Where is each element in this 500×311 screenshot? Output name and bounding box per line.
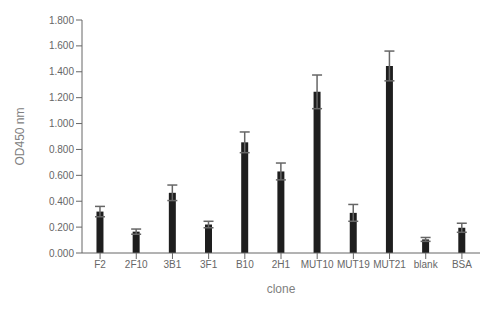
svg-text:3B1: 3B1	[164, 259, 182, 270]
svg-text:1.600: 1.600	[49, 40, 74, 51]
svg-text:clone: clone	[267, 282, 296, 296]
svg-text:OD450 nm: OD450 nm	[13, 107, 27, 165]
svg-text:0.000: 0.000	[49, 248, 74, 259]
svg-text:MUT21: MUT21	[373, 259, 406, 270]
svg-text:1.200: 1.200	[49, 92, 74, 103]
svg-text:2F10: 2F10	[125, 259, 148, 270]
svg-text:1.000: 1.000	[49, 118, 74, 129]
svg-text:MUT19: MUT19	[337, 259, 370, 270]
svg-text:F2: F2	[94, 259, 106, 270]
svg-text:2H1: 2H1	[272, 259, 291, 270]
svg-text:blank: blank	[414, 259, 439, 270]
svg-text:1.800: 1.800	[49, 15, 74, 26]
svg-text:MUT10: MUT10	[301, 259, 334, 270]
svg-text:1.400: 1.400	[49, 66, 74, 77]
svg-text:3F1: 3F1	[200, 259, 218, 270]
svg-text:0.400: 0.400	[49, 196, 74, 207]
svg-text:B10: B10	[236, 259, 254, 270]
svg-text:0.200: 0.200	[49, 222, 74, 233]
svg-text:0.600: 0.600	[49, 170, 74, 181]
svg-text:BSA: BSA	[452, 259, 472, 270]
svg-text:0.800: 0.800	[49, 144, 74, 155]
